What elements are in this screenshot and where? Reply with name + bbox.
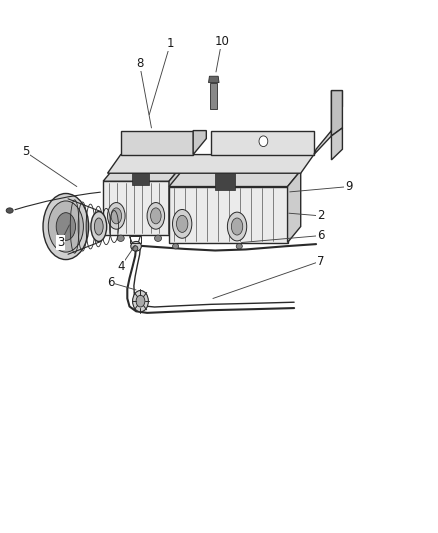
Ellipse shape bbox=[117, 235, 124, 241]
Ellipse shape bbox=[231, 218, 242, 235]
Text: 9: 9 bbox=[344, 180, 352, 193]
Text: 6: 6 bbox=[316, 229, 324, 242]
Polygon shape bbox=[287, 171, 300, 243]
Ellipse shape bbox=[132, 246, 138, 251]
Ellipse shape bbox=[48, 201, 83, 252]
Text: 7: 7 bbox=[316, 255, 324, 268]
Ellipse shape bbox=[131, 241, 141, 251]
Text: 10: 10 bbox=[214, 35, 229, 48]
Ellipse shape bbox=[6, 208, 13, 213]
Ellipse shape bbox=[176, 215, 187, 232]
Ellipse shape bbox=[150, 208, 161, 224]
Polygon shape bbox=[169, 171, 300, 187]
Ellipse shape bbox=[107, 203, 125, 229]
Polygon shape bbox=[331, 128, 342, 160]
Polygon shape bbox=[169, 187, 287, 243]
Text: 5: 5 bbox=[22, 146, 29, 158]
Ellipse shape bbox=[91, 212, 106, 241]
Text: 6: 6 bbox=[106, 276, 114, 289]
Text: 2: 2 bbox=[316, 209, 324, 222]
Text: 8: 8 bbox=[136, 58, 143, 70]
Polygon shape bbox=[331, 91, 342, 136]
Polygon shape bbox=[103, 181, 169, 235]
Polygon shape bbox=[107, 155, 313, 173]
Polygon shape bbox=[215, 173, 234, 190]
Text: 1: 1 bbox=[166, 37, 174, 50]
Ellipse shape bbox=[94, 218, 103, 235]
Ellipse shape bbox=[136, 295, 145, 307]
Polygon shape bbox=[313, 91, 342, 155]
Ellipse shape bbox=[236, 244, 242, 249]
Polygon shape bbox=[120, 131, 193, 155]
Polygon shape bbox=[193, 131, 206, 155]
Ellipse shape bbox=[56, 213, 75, 240]
Polygon shape bbox=[210, 131, 313, 155]
Ellipse shape bbox=[43, 193, 88, 260]
Text: 3: 3 bbox=[57, 236, 64, 249]
Polygon shape bbox=[210, 83, 217, 109]
Ellipse shape bbox=[147, 203, 164, 229]
Polygon shape bbox=[208, 76, 219, 83]
Ellipse shape bbox=[154, 235, 161, 241]
Ellipse shape bbox=[132, 290, 148, 312]
Polygon shape bbox=[131, 168, 149, 185]
Polygon shape bbox=[169, 165, 182, 235]
Ellipse shape bbox=[258, 136, 267, 147]
Polygon shape bbox=[103, 165, 182, 181]
Ellipse shape bbox=[172, 244, 178, 249]
Ellipse shape bbox=[172, 209, 191, 238]
Text: 4: 4 bbox=[117, 260, 124, 273]
Ellipse shape bbox=[227, 212, 246, 241]
Ellipse shape bbox=[111, 208, 121, 224]
